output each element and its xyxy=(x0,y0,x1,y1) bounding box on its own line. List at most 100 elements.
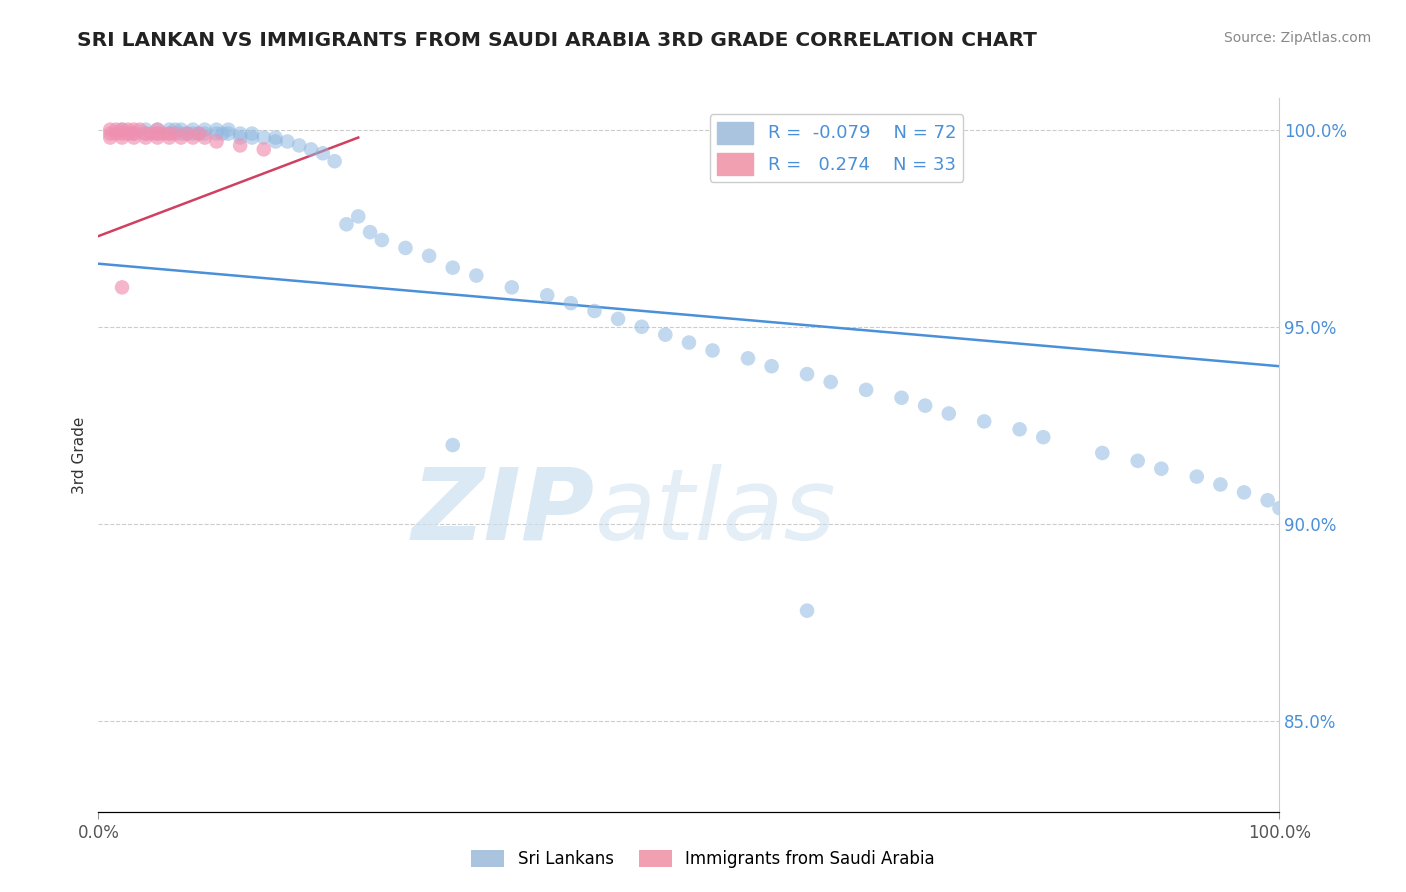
Point xyxy=(335,217,357,231)
Point xyxy=(418,249,440,263)
Point xyxy=(165,122,187,136)
Point xyxy=(654,327,676,342)
Point xyxy=(135,127,157,141)
Point xyxy=(441,438,464,452)
Point xyxy=(157,130,180,145)
Point xyxy=(820,375,842,389)
Point xyxy=(1257,493,1279,508)
Point xyxy=(796,367,818,381)
Point xyxy=(205,122,228,136)
Point xyxy=(205,135,228,149)
Point xyxy=(583,304,606,318)
Text: SRI LANKAN VS IMMIGRANTS FROM SAUDI ARABIA 3RD GRADE CORRELATION CHART: SRI LANKAN VS IMMIGRANTS FROM SAUDI ARAB… xyxy=(77,31,1038,50)
Point xyxy=(607,312,630,326)
Point xyxy=(253,142,276,156)
Point xyxy=(560,296,582,310)
Point xyxy=(702,343,724,358)
Y-axis label: 3rd Grade: 3rd Grade xyxy=(72,417,87,493)
Point xyxy=(359,225,381,239)
Point xyxy=(98,122,121,136)
Point xyxy=(630,319,652,334)
Point xyxy=(890,391,912,405)
Point xyxy=(1233,485,1256,500)
Point xyxy=(105,127,128,141)
Point xyxy=(176,127,198,141)
Point xyxy=(253,130,276,145)
Point xyxy=(1185,469,1208,483)
Point xyxy=(229,127,252,141)
Point xyxy=(187,127,209,141)
Point xyxy=(111,127,134,141)
Point xyxy=(194,127,217,141)
Point xyxy=(217,127,239,141)
Point xyxy=(441,260,464,275)
Text: Source: ZipAtlas.com: Source: ZipAtlas.com xyxy=(1223,31,1371,45)
Point xyxy=(135,130,157,145)
Point xyxy=(194,122,217,136)
Point xyxy=(141,127,163,141)
Point xyxy=(117,122,139,136)
Point xyxy=(181,122,204,136)
Point xyxy=(914,399,936,413)
Point xyxy=(170,127,193,141)
Point xyxy=(1126,454,1149,468)
Point xyxy=(855,383,877,397)
Point xyxy=(146,127,169,141)
Point xyxy=(1150,461,1173,475)
Point xyxy=(181,127,204,141)
Point xyxy=(1091,446,1114,460)
Point xyxy=(240,127,263,141)
Point xyxy=(796,604,818,618)
Point xyxy=(205,127,228,141)
Point xyxy=(501,280,523,294)
Point xyxy=(135,127,157,141)
Point xyxy=(146,130,169,145)
Legend: Sri Lankans, Immigrants from Saudi Arabia: Sri Lankans, Immigrants from Saudi Arabi… xyxy=(464,843,942,875)
Point xyxy=(1008,422,1031,436)
Point xyxy=(276,135,298,149)
Point xyxy=(135,122,157,136)
Point xyxy=(98,127,121,141)
Point xyxy=(973,414,995,428)
Point xyxy=(157,127,180,141)
Point xyxy=(146,122,169,136)
Point xyxy=(288,138,311,153)
Point xyxy=(111,122,134,136)
Point xyxy=(146,127,169,141)
Point xyxy=(536,288,558,302)
Point xyxy=(122,122,145,136)
Point xyxy=(1209,477,1232,491)
Point xyxy=(194,130,217,145)
Point xyxy=(187,127,209,141)
Point xyxy=(323,154,346,169)
Point xyxy=(176,127,198,141)
Point xyxy=(122,127,145,141)
Point xyxy=(240,130,263,145)
Point xyxy=(146,122,169,136)
Text: ZIP: ZIP xyxy=(412,464,595,560)
Point xyxy=(1268,501,1291,516)
Point xyxy=(105,122,128,136)
Point xyxy=(157,127,180,141)
Point xyxy=(217,122,239,136)
Text: atlas: atlas xyxy=(595,464,837,560)
Point xyxy=(117,127,139,141)
Point xyxy=(264,130,287,145)
Point xyxy=(938,407,960,421)
Point xyxy=(98,130,121,145)
Point xyxy=(170,122,193,136)
Point xyxy=(465,268,488,283)
Point xyxy=(152,127,174,141)
Point xyxy=(312,146,335,161)
Point xyxy=(111,130,134,145)
Point xyxy=(111,122,134,136)
Point xyxy=(371,233,394,247)
Point xyxy=(181,130,204,145)
Point xyxy=(678,335,700,350)
Point xyxy=(122,130,145,145)
Point xyxy=(165,127,187,141)
Point xyxy=(229,130,252,145)
Point xyxy=(264,135,287,149)
Point xyxy=(128,122,150,136)
Point xyxy=(157,122,180,136)
